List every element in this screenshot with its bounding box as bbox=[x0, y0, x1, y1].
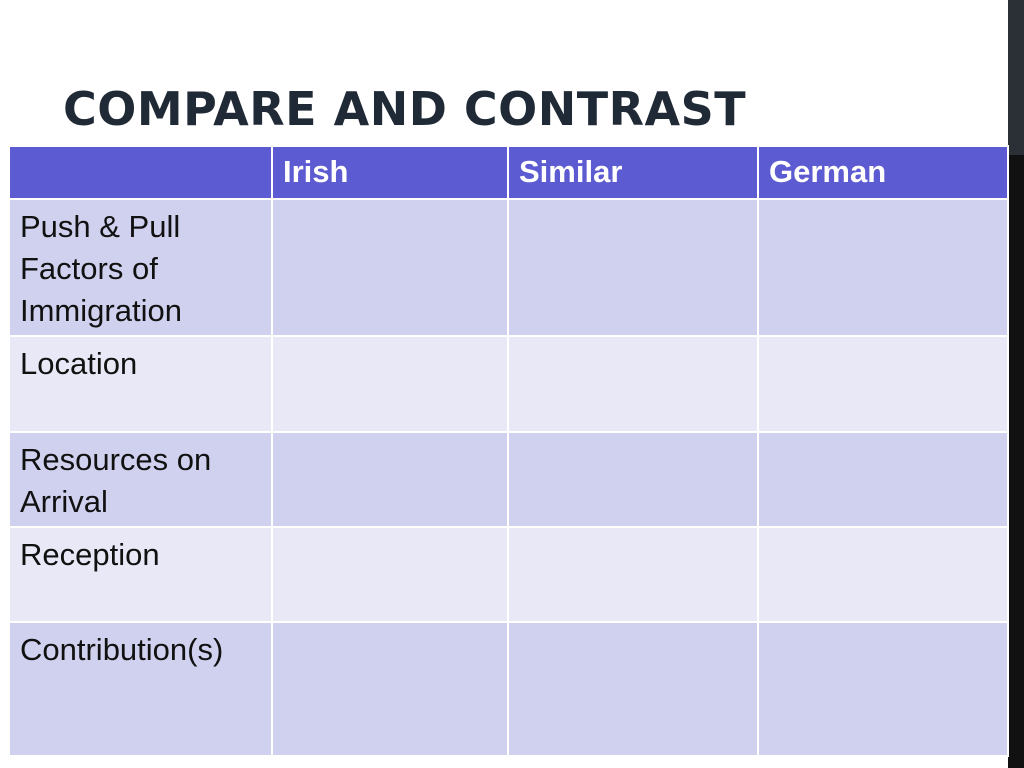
table-cell bbox=[507, 198, 759, 337]
row-label: Contribution(s) bbox=[8, 621, 273, 757]
table-cell bbox=[757, 198, 1009, 337]
slide-edge-strip bbox=[1008, 0, 1024, 155]
header-cell-similar: Similar bbox=[507, 145, 759, 200]
table-cell bbox=[757, 431, 1009, 528]
table-cell bbox=[757, 335, 1009, 433]
table-row: Contribution(s) bbox=[8, 621, 1009, 757]
slide-edge-strip-lower bbox=[1008, 155, 1024, 768]
table-cell bbox=[507, 431, 759, 528]
table-row: Reception bbox=[8, 526, 1009, 623]
row-label: Resources on Arrival bbox=[8, 431, 273, 528]
header-cell-german: German bbox=[757, 145, 1009, 200]
slide-title: COMPARE AND CONTRAST bbox=[63, 82, 747, 136]
table-cell bbox=[507, 335, 759, 433]
table-row: Resources on Arrival bbox=[8, 431, 1009, 528]
table-cell bbox=[507, 621, 759, 757]
table-header-row: Irish Similar German bbox=[8, 145, 1009, 200]
table-cell bbox=[271, 526, 509, 623]
table-cell bbox=[271, 431, 509, 528]
table-row: Push & Pull Factors of Immigration bbox=[8, 198, 1009, 337]
compare-table: Irish Similar German Push & Pull Factors… bbox=[8, 145, 1009, 757]
table-cell bbox=[757, 526, 1009, 623]
row-label: Reception bbox=[8, 526, 273, 623]
table-cell bbox=[507, 526, 759, 623]
table-cell bbox=[271, 335, 509, 433]
row-label: Push & Pull Factors of Immigration bbox=[8, 198, 273, 337]
table-cell bbox=[757, 621, 1009, 757]
table-row: Location bbox=[8, 335, 1009, 433]
table-cell bbox=[271, 198, 509, 337]
table-cell bbox=[271, 621, 509, 757]
header-cell-empty bbox=[8, 145, 273, 200]
row-label: Location bbox=[8, 335, 273, 433]
header-cell-irish: Irish bbox=[271, 145, 509, 200]
